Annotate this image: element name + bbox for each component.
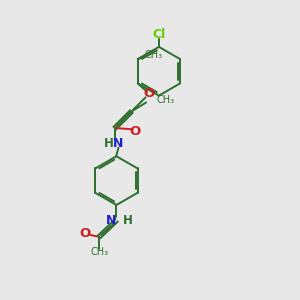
Text: O: O [143,87,155,100]
Text: H: H [123,214,133,227]
Text: CH₃: CH₃ [157,95,175,105]
Text: CH₃: CH₃ [90,247,108,257]
Text: N: N [106,214,116,227]
Text: O: O [130,125,141,138]
Text: O: O [80,227,91,240]
Text: H: H [103,137,113,150]
Text: Cl: Cl [152,28,166,41]
Text: CH₃: CH₃ [144,50,162,61]
Text: N: N [113,137,124,150]
